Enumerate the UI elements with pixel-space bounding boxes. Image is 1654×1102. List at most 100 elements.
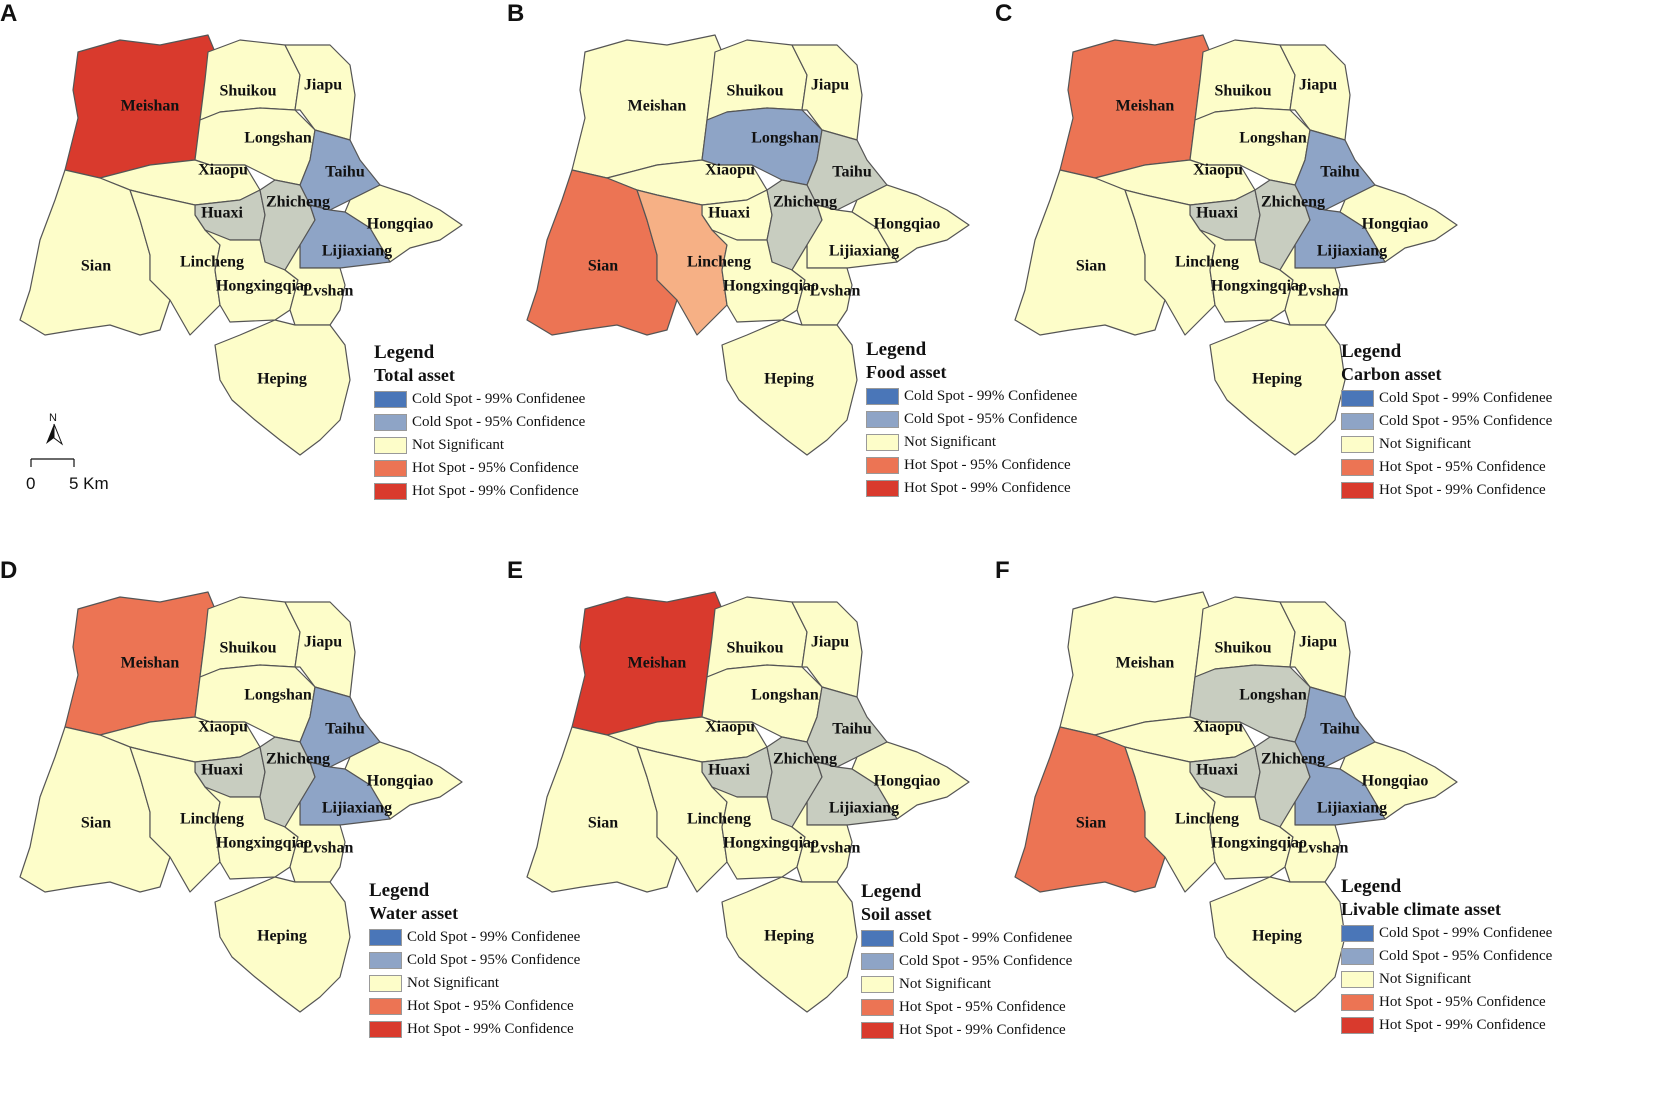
region-label-zhicheng: Zhicheng [773, 194, 837, 211]
legend-label: Hot Spot - 95% Confidence [1379, 994, 1546, 1010]
legend-swatch [1341, 948, 1374, 965]
region-label-lijiaxiang: Lijiaxiang [1317, 243, 1387, 260]
region-label-sian: Sian [81, 815, 111, 832]
region-label-hongxingqiao: Hongxingqiao [723, 278, 819, 295]
legend-title: Legend [369, 880, 430, 901]
legend-swatch [1341, 971, 1374, 988]
region-label-hongqiao: Hongqiao [874, 216, 941, 233]
region-label-lincheng: Lincheng [1175, 254, 1239, 271]
region-label-meishan: Meishan [1116, 98, 1175, 115]
region-hongqiao [851, 184, 970, 263]
region-label-shuikou: Shuikou [220, 83, 277, 100]
region-label-hongxingqiao: Hongxingqiao [216, 835, 312, 852]
legend-label: Not Significant [407, 975, 500, 991]
map-svg: Meishan Shuikou Jiapu Longshan Xiaopu Taihu Hu… [19, 34, 463, 456]
legend-label: Hot Spot - 95% Confidence [904, 457, 1071, 473]
region-taihu [1294, 129, 1376, 211]
legend-subtitle: Total asset [374, 365, 455, 385]
legend-item: Hot Spot - 95% Confidence [866, 454, 1077, 477]
legend-title: Legend [866, 339, 927, 360]
map-panel-c: C Meishan Shuikou Jiapu Longshan Xiaopu Taihu H… [995, 0, 1552, 545]
north-arrow-label: N [49, 412, 57, 424]
region-label-hongqiao: Hongqiao [367, 216, 434, 233]
legend-swatch [374, 437, 407, 454]
legend-swatch [369, 1021, 402, 1038]
map-panel-f: F Meishan Shuikou Jiapu Longshan Xiaopu Taihu H… [995, 557, 1552, 1102]
region-label-jiapu: Jiapu [1299, 634, 1337, 651]
legend-item: Hot Spot - 99% Confidence [861, 1019, 1072, 1042]
region-heping [721, 876, 858, 1013]
legend-swatch [866, 457, 899, 474]
legend-swatch [369, 975, 402, 992]
legend-swatch [861, 1022, 894, 1039]
legend-swatch [866, 388, 899, 405]
legend-item: Not Significant [1341, 433, 1552, 456]
region-label-lvshan: Lvshan [1298, 283, 1349, 300]
region-label-meishan: Meishan [1116, 655, 1175, 672]
region-label-lijiaxiang: Lijiaxiang [1317, 800, 1387, 817]
region-label-lvshan: Lvshan [303, 840, 354, 857]
region-label-lijiaxiang: Lijiaxiang [322, 800, 392, 817]
region-taihu [806, 686, 888, 768]
region-label-meishan: Meishan [121, 98, 180, 115]
legend-item: Cold Spot - 95% Confidence [369, 949, 580, 972]
legend-item: Hot Spot - 95% Confidence [374, 457, 585, 480]
legend-swatch [866, 480, 899, 497]
region-label-taihu: Taihu [325, 164, 365, 181]
region-label-xiaopu: Xiaopu [198, 162, 248, 179]
region-label-shuikou: Shuikou [727, 640, 784, 657]
legend-label: Cold Spot - 95% Confidence [1379, 413, 1553, 429]
legend-label: Cold Spot - 95% Confidence [904, 411, 1078, 427]
legend-item: Hot Spot - 99% Confidence [369, 1018, 580, 1041]
legend-label: Cold Spot - 99% Confidenee [904, 388, 1078, 404]
region-lijiaxiang [1294, 204, 1386, 269]
region-lijiaxiang [299, 204, 391, 269]
map-svg: Meishan Shuikou Jiapu Longshan Xiaopu Taihu Hu… [526, 591, 970, 1013]
region-label-huaxi: Huaxi [1196, 205, 1238, 222]
legend-label: Cold Spot - 99% Confidenee [899, 930, 1073, 946]
legend-label: Hot Spot - 95% Confidence [412, 460, 579, 476]
map-panel-e: E Meishan Shuikou Jiapu Longshan Xiaopu Taihu H… [507, 557, 1072, 1102]
legend-label: Hot Spot - 99% Confidence [899, 1022, 1066, 1038]
panel-letter: A [0, 0, 18, 27]
region-label-xiaopu: Xiaopu [1193, 719, 1243, 736]
region-label-sian: Sian [1076, 815, 1106, 832]
legend-swatch [861, 976, 894, 993]
legend-label: Not Significant [1379, 436, 1472, 452]
legend-item: Cold Spot - 95% Confidence [1341, 410, 1552, 433]
legend-item: Cold Spot - 99% Confidenee [369, 926, 580, 949]
legend-swatch [861, 999, 894, 1016]
map-svg: Meishan Shuikou Jiapu Longshan Xiaopu Taihu Hu… [1014, 591, 1458, 1013]
region-label-heping: Heping [764, 928, 814, 945]
region-label-longshan: Longshan [1239, 130, 1307, 147]
legend-label: Hot Spot - 99% Confidence [412, 483, 579, 499]
region-label-hongqiao: Hongqiao [367, 773, 434, 790]
region-shuikou [706, 39, 808, 121]
legend-label: Hot Spot - 99% Confidence [1379, 1017, 1546, 1033]
region-label-lvshan: Lvshan [1298, 840, 1349, 857]
region-label-shuikou: Shuikou [1215, 83, 1272, 100]
legend-swatch [1341, 390, 1374, 407]
region-lijiaxiang [1294, 761, 1386, 826]
region-hongqiao [344, 741, 463, 820]
legend-label: Not Significant [412, 437, 505, 453]
region-shuikou [706, 596, 808, 678]
region-lijiaxiang [299, 761, 391, 826]
legend-title: Legend [1341, 341, 1402, 362]
legend-item: Cold Spot - 95% Confidence [861, 950, 1072, 973]
region-label-meishan: Meishan [628, 98, 687, 115]
north-arrow-icon [30, 423, 75, 467]
region-label-lijiaxiang: Lijiaxiang [322, 243, 392, 260]
legend-swatch [374, 483, 407, 500]
region-hongqiao [1339, 184, 1458, 263]
region-label-huaxi: Huaxi [708, 205, 750, 222]
region-label-lvshan: Lvshan [810, 283, 861, 300]
region-label-xiaopu: Xiaopu [705, 162, 755, 179]
legend-item: Not Significant [866, 431, 1077, 454]
region-shuikou [199, 596, 301, 678]
region-label-lincheng: Lincheng [687, 811, 751, 828]
legend-swatch [1341, 482, 1374, 499]
region-label-jiapu: Jiapu [304, 77, 342, 94]
legend-swatch [369, 929, 402, 946]
region-hongqiao [1339, 741, 1458, 820]
